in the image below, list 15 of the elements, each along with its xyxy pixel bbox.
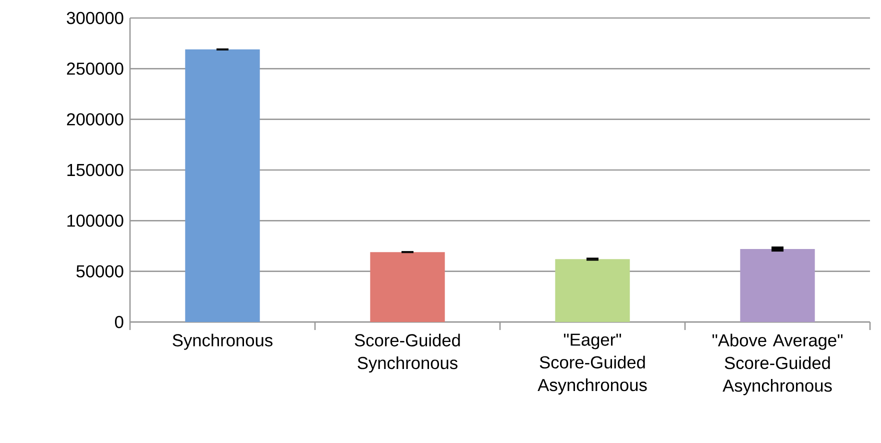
y-tick-label: 300000 (66, 12, 124, 24)
bar (185, 49, 260, 322)
y-tick-label: 250000 (66, 62, 124, 75)
bar (555, 259, 630, 322)
x-tick-label: Synchronous (172, 334, 272, 350)
bar (370, 252, 445, 322)
x-tick-label: Score-Guided Synchronous (354, 334, 460, 373)
y-tick-label: 0 (114, 316, 124, 328)
y-tick-label: 200000 (66, 113, 124, 126)
y-tick-label: 150000 (67, 164, 124, 176)
y-tick-label: 50000 (76, 265, 124, 278)
x-tick-label: "Above Average" Score-Guided Asynchronous (712, 334, 842, 396)
bar (740, 249, 815, 322)
x-tick-label: "Eager" Score-Guided Asynchronous (538, 334, 647, 395)
y-tick-label: 100000 (67, 214, 124, 227)
